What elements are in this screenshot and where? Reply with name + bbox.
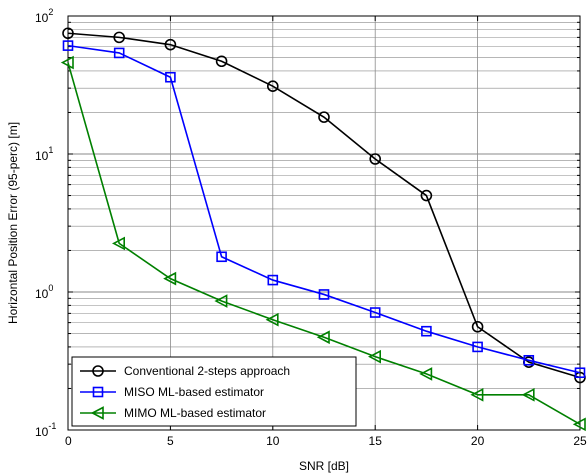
legend-marker <box>92 365 104 377</box>
series-line <box>67 44 581 374</box>
data-point <box>470 387 484 402</box>
axis-ticks: 0 5 10 15 20 25 10-1 100 101 102 <box>35 7 587 448</box>
series-2 <box>62 40 586 379</box>
x-axis-label: SNR [dB] <box>299 459 349 473</box>
data-point <box>318 111 330 123</box>
data-point <box>111 236 125 251</box>
data-point <box>472 341 483 353</box>
series-line <box>67 62 581 425</box>
data-point <box>574 367 586 379</box>
x-tick-label: 10 <box>266 434 280 448</box>
legend-entry: MIMO ML-based estimator <box>80 406 266 420</box>
legend-label: MISO ML-based estimator <box>124 385 264 399</box>
data-point <box>62 27 74 40</box>
data-point <box>421 325 432 337</box>
series-3 <box>60 55 586 432</box>
series-1 <box>62 27 586 384</box>
legend-box <box>71 356 357 427</box>
x-tick-label: 5 <box>167 434 174 448</box>
y-axis-label: Horizontal Position Error (95-perc) [m] <box>6 122 20 324</box>
data-point <box>267 274 279 286</box>
series-line <box>67 32 581 379</box>
data-point <box>318 289 330 300</box>
x-tick-label: 0 <box>65 434 72 448</box>
data-point <box>113 47 125 59</box>
legend-marker <box>90 406 104 420</box>
data-point <box>521 387 535 402</box>
data-point <box>369 153 382 165</box>
series-group <box>60 27 586 432</box>
data-point <box>62 40 74 51</box>
data-point <box>367 349 382 364</box>
data-point <box>523 354 535 366</box>
x-tick-label: 20 <box>471 434 485 448</box>
legend: Conventional 2-steps approach MISO ML-bas… <box>71 356 357 427</box>
legend-entry: MISO ML-based estimator <box>80 385 264 399</box>
data-point <box>420 189 433 202</box>
data-point <box>163 271 177 286</box>
legend-marker <box>92 386 104 398</box>
y-tick-label: 100 <box>35 283 53 301</box>
legend-label: MIMO ML-based estimator <box>124 406 266 420</box>
data-point <box>216 251 227 263</box>
legend-label: Conventional 2-steps approach <box>124 364 290 378</box>
y-tick-label: 10-1 <box>35 421 56 439</box>
data-point <box>316 330 330 345</box>
data-point <box>265 312 279 327</box>
data-point <box>165 71 176 83</box>
data-point <box>113 31 125 44</box>
plot-area <box>67 15 581 431</box>
data-point <box>471 320 484 333</box>
legend-entry: Conventional 2-steps approach <box>80 364 290 378</box>
data-point <box>266 80 279 92</box>
data-point <box>215 55 228 68</box>
data-point <box>572 417 586 432</box>
data-point <box>369 307 381 318</box>
data-point <box>164 38 177 51</box>
x-tick-label: 25 <box>573 434 587 448</box>
data-point <box>419 367 433 381</box>
y-tick-label: 101 <box>35 145 53 163</box>
data-point <box>214 294 228 308</box>
x-tick-label: 15 <box>369 434 383 448</box>
data-point <box>60 55 74 70</box>
y-tick-label: 102 <box>35 7 53 25</box>
